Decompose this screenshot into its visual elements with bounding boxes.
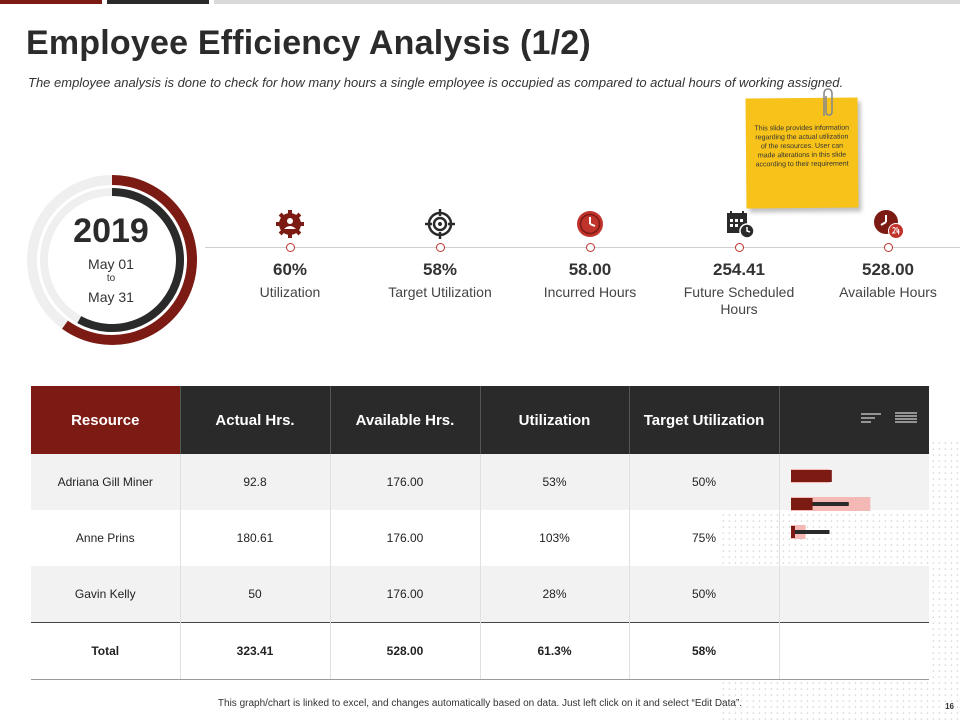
cell-actual: 50 <box>180 566 331 623</box>
footer-note: This graph/chart is linked to excel, and… <box>217 698 743 709</box>
period-end: May 31 <box>88 289 134 305</box>
cell-total-target: 58% <box>629 622 780 680</box>
header-utilization: Utilization <box>480 386 630 454</box>
cell-total-label: Total <box>31 622 181 680</box>
kpi-label: Utilization <box>259 284 321 300</box>
kpi-value: 528.00 <box>862 260 914 279</box>
bullet-actual-bar <box>791 498 813 510</box>
timeline-line <box>205 247 960 248</box>
table-row: Adriana Gill Miner 92.8 176.00 53% 50% <box>31 454 929 510</box>
cell-utilization: 103% <box>480 510 630 566</box>
clock-icon <box>577 211 603 237</box>
timeline-marker <box>436 243 445 252</box>
calendar-clock-icon <box>727 211 755 239</box>
utilization-arc <box>62 175 197 345</box>
bullet-actual-bar <box>791 470 832 482</box>
period-start: May 01 <box>88 256 134 272</box>
cell-total-available: 528.00 <box>330 622 481 680</box>
legend-icon <box>861 412 918 423</box>
cell-total-actual: 323.41 <box>180 622 331 680</box>
kpi-value: 58% <box>422 260 458 279</box>
gear-icon <box>276 210 304 238</box>
header-target-utilization: Target Utilization <box>629 386 780 454</box>
kpi-label: Future Scheduled Hours <box>683 284 795 317</box>
header-chart-legend <box>779 386 929 454</box>
target-icon <box>425 209 455 239</box>
cell-bar <box>779 566 929 623</box>
cell-utilization: 53% <box>480 454 630 510</box>
kpi-value: 58.00 <box>568 260 612 279</box>
period-to: to <box>106 273 116 284</box>
kpi-label: Available Hours <box>839 284 937 300</box>
cell-target: 50% <box>629 566 780 623</box>
header-resource: Resource <box>31 386 181 454</box>
bullet-target-bar <box>791 502 849 506</box>
top-accent-bar-dark <box>107 0 209 4</box>
kpi-label: Target Utilization <box>388 284 492 300</box>
page-title: Employee Efficiency Analysis (1/2) <box>26 24 591 62</box>
timeline-marker <box>286 243 295 252</box>
table-header-row: Resource Actual Hrs. Available Hrs. Util… <box>31 386 929 454</box>
period-year: 2019 <box>73 212 149 250</box>
bullet-target-bar <box>791 530 830 534</box>
timeline-marker <box>586 243 595 252</box>
cell-available: 176.00 <box>330 566 481 623</box>
header-actual-hrs: Actual Hrs. <box>180 386 331 454</box>
cell-actual: 180.61 <box>180 510 331 566</box>
sticky-note: This slide provides information regardin… <box>745 97 859 209</box>
cell-available: 176.00 <box>330 510 481 566</box>
table-row: Gavin Kelly 50 176.00 28% 50% <box>31 566 929 623</box>
paperclip-icon <box>823 88 833 116</box>
table-total-row: Total 323.41 528.00 61.3% 58% <box>31 622 929 680</box>
table-row: Anne Prins 180.61 176.00 103% 75% <box>31 510 929 566</box>
target-utilization-arc <box>77 188 184 332</box>
bullet-actual-bar <box>791 526 795 538</box>
header-available-hrs: Available Hrs. <box>330 386 481 454</box>
cell-available: 176.00 <box>330 454 481 510</box>
cell-resource: Gavin Kelly <box>31 566 181 623</box>
kpi-value: 254.41 <box>713 260 765 279</box>
page-number: 16 <box>945 702 954 711</box>
page-subtitle: The employee analysis is done to check f… <box>28 75 844 90</box>
cell-target: 50% <box>629 454 780 510</box>
cell-utilization: 28% <box>480 566 630 623</box>
cell-total-utilization: 61.3% <box>480 622 630 680</box>
utilization-bullet-chart <box>791 469 871 539</box>
timeline-marker <box>735 243 744 252</box>
kpi-label: Incurred Hours <box>543 284 637 300</box>
cell-actual: 92.8 <box>180 454 331 510</box>
top-accent-bar-red <box>0 0 102 4</box>
cell-resource: Anne Prins <box>31 510 181 566</box>
top-accent-bar-grey <box>214 0 960 4</box>
cell-total-empty <box>779 622 929 680</box>
cell-resource: Adriana Gill Miner <box>31 454 181 510</box>
cell-target: 75% <box>629 510 780 566</box>
utilization-donut-chart <box>27 175 197 345</box>
timeline-marker <box>884 243 893 252</box>
24-hours-icon <box>874 210 904 239</box>
resource-utilization-table: Resource Actual Hrs. Available Hrs. Util… <box>31 386 929 680</box>
kpi-value: 60% <box>272 260 308 279</box>
